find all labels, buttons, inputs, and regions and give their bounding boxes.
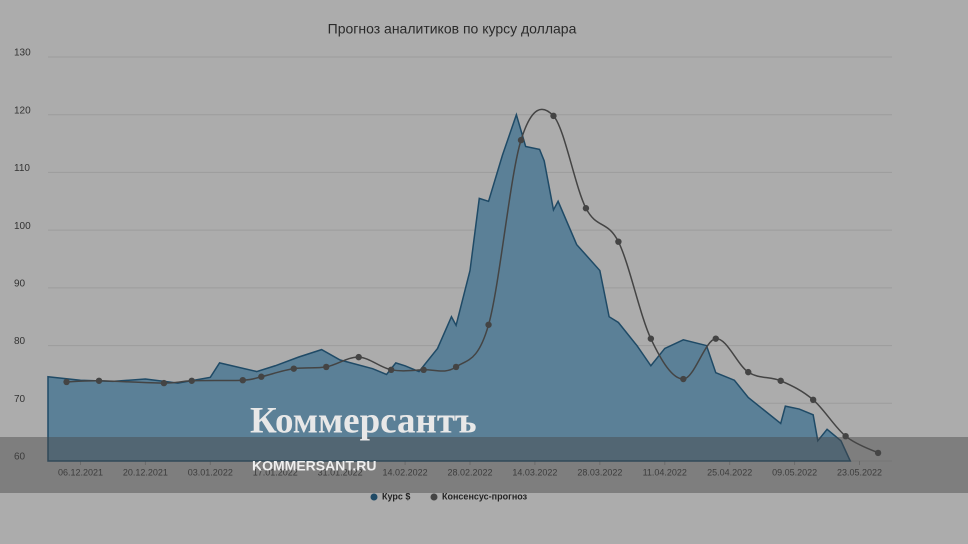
point xyxy=(258,373,265,380)
x-tick-label: 11.04.2022 xyxy=(643,467,687,477)
x-tick-label: 28.02.2022 xyxy=(447,467,492,477)
x-tick-label: 23.05.2022 xyxy=(837,467,882,477)
point xyxy=(323,363,330,371)
x-tick-label: 14.02.2022 xyxy=(383,467,428,477)
x-tick-label: 20.12.2021 xyxy=(123,467,168,477)
x-tick-label: 28.03.2022 xyxy=(577,467,622,477)
point xyxy=(95,377,103,384)
y-tick-label: 60 xyxy=(14,452,26,463)
point xyxy=(420,366,427,374)
legend-label: Консенсус-прогноз xyxy=(442,491,528,501)
point xyxy=(712,335,719,342)
point xyxy=(485,321,492,328)
point xyxy=(842,432,849,440)
y-tick-label: 120 xyxy=(14,105,31,116)
x-tick-label: 03.01.2022 xyxy=(188,467,233,477)
point xyxy=(745,368,752,376)
point xyxy=(188,377,195,384)
y-tick-label: 100 xyxy=(14,221,31,232)
point xyxy=(809,396,817,404)
point xyxy=(647,335,655,342)
plot: 60 70 80 90 100 110 120 130 06.12.2021 20.12.2021… xyxy=(14,48,892,477)
point xyxy=(239,377,246,384)
point xyxy=(63,378,70,386)
point xyxy=(517,136,525,144)
x-tick-label: 09.05.2022 xyxy=(772,467,817,477)
area xyxy=(47,112,852,462)
x-tick-label: 14.03.2022 xyxy=(512,467,557,477)
point xyxy=(290,365,297,372)
legend-label: Курс $ xyxy=(382,491,410,501)
legend-marker xyxy=(370,493,378,501)
y-tick-label: 70 xyxy=(14,394,26,405)
point xyxy=(777,377,784,384)
y-tick-label: 80 xyxy=(14,336,26,347)
watermark-band xyxy=(0,437,968,493)
y-tick-label: 110 xyxy=(14,163,30,174)
x-tick-label: 25.04.2022 xyxy=(707,467,752,477)
point xyxy=(680,375,687,383)
watermark-url: KOMMERSANT.RU xyxy=(252,458,376,474)
x-tick-label: 06.12.2021 xyxy=(58,467,103,477)
point xyxy=(355,353,362,361)
point xyxy=(615,238,622,245)
y-tick-label: 130 xyxy=(14,48,31,59)
legend-marker xyxy=(430,493,438,501)
x-tick-label: 31.01.2022 xyxy=(318,467,363,477)
point xyxy=(387,366,395,374)
point xyxy=(452,363,460,371)
x-tick-label: 17.01.2022 xyxy=(253,467,298,477)
point xyxy=(582,205,590,212)
point xyxy=(550,112,557,120)
chart-title: Прогноз аналитиков по курсу доллара xyxy=(328,21,577,37)
point xyxy=(160,379,168,387)
watermark-logo: Коммерсантъ xyxy=(250,400,477,441)
y-tick-label: 90 xyxy=(14,278,26,289)
point xyxy=(874,449,882,457)
